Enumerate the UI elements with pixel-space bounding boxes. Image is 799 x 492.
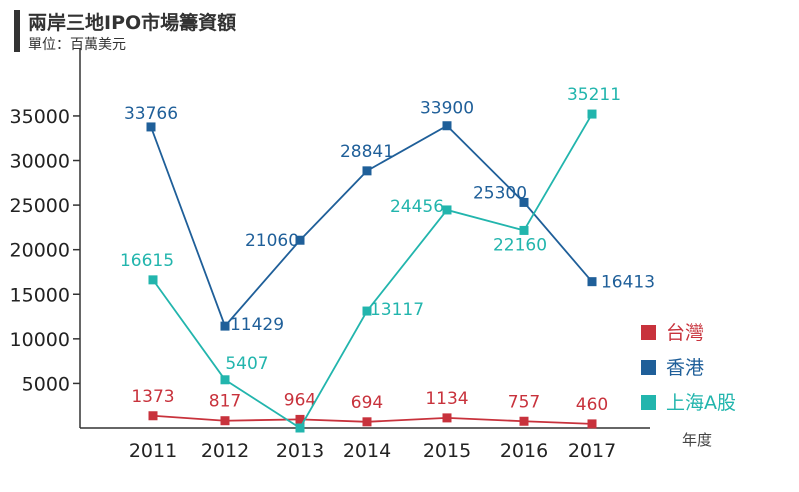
x-tick-label: 2012 [201,440,249,462]
data-label: 13117 [370,300,424,320]
data-point [587,277,597,287]
data-point [146,122,156,132]
data-label: 694 [351,393,383,413]
title-accent-bar [14,10,20,52]
y-tick-label: 15000 [10,284,70,306]
data-label: 21060 [245,231,299,251]
y-tick-label: 25000 [10,195,70,217]
data-point [362,166,372,176]
data-label: 460 [576,395,608,415]
data-label: 1134 [425,389,468,409]
legend-swatch [641,360,656,375]
series-香港: 33766 11429 21060 28841 33900 25300 16413 [124,99,655,335]
axes: 5000 10000 15000 20000 25000 30000 35000 2011 20… [10,48,712,462]
y-tick-label: 20000 [10,240,70,262]
y-tick-label: 10000 [10,329,70,351]
data-point [442,413,452,423]
data-label: 5407 [225,354,268,374]
data-label: 16615 [120,251,174,271]
data-label: 33766 [124,104,178,124]
data-label: 1373 [131,387,174,407]
data-label: 28841 [340,142,394,162]
legend-entry: 台灣 [666,322,704,344]
data-point [295,414,305,424]
data-point [587,419,597,429]
data-point [362,306,372,316]
series-台灣: 1373 817 964 694 1134 757 460 [131,387,608,429]
data-point [519,416,529,426]
x-tick-label: 2016 [500,440,548,462]
data-point [220,375,230,385]
chart-title: 兩岸三地IPO市場籌資額 [28,12,237,34]
x-axis-label: 年度 [682,431,712,449]
data-point [587,109,597,119]
y-tick-label: 30000 [10,151,70,173]
x-tick-label: 2011 [129,440,177,462]
data-point [442,205,452,215]
series-layer: 1373 817 964 694 1134 757 460 33766 11429 21060 28… [120,85,655,433]
data-point [148,411,158,421]
data-point [519,225,529,235]
x-tick-label: 2017 [568,440,616,462]
x-tick-label: 2013 [276,440,324,462]
data-label: 22160 [493,235,547,255]
data-point [295,423,305,433]
data-label: 25300 [473,183,527,203]
series-上海A股: 16615 5407 13117 24456 22160 35211 [120,85,621,433]
x-tick-label: 2015 [423,440,471,462]
legend-entry: 香港 [666,357,704,379]
data-point [220,321,230,331]
x-tick-label: 2014 [343,440,391,462]
y-tick-label: 5000 [22,373,70,395]
data-label: 16413 [601,273,655,293]
data-label: 33900 [420,99,474,119]
data-label: 817 [209,392,241,412]
data-label: 35211 [567,85,621,105]
data-point [220,416,230,426]
data-label: 757 [508,392,540,412]
y-tick-label: 35000 [10,106,70,128]
data-label: 964 [284,390,316,410]
legend-entry: 上海A股 [666,392,736,414]
data-point [442,121,452,131]
data-point [519,197,529,207]
data-point [148,275,158,285]
data-point [362,417,372,427]
data-label: 24456 [390,197,444,217]
chart-subtitle: 單位：百萬美元 [28,37,126,53]
data-label: 11429 [230,315,284,335]
legend-swatch [641,325,656,340]
legend-swatch [641,395,656,410]
data-point [295,235,305,245]
